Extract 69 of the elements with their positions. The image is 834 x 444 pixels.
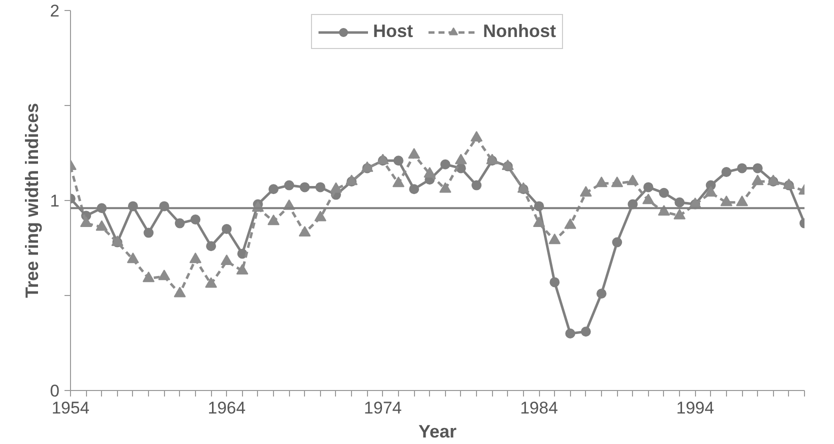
point [144, 228, 154, 238]
point [674, 208, 686, 220]
point [392, 176, 404, 188]
x-tick-label: 1964 [208, 398, 246, 418]
point [314, 210, 326, 222]
x-tick-label: 1974 [364, 398, 402, 418]
point [408, 148, 420, 159]
point [595, 176, 608, 188]
y-axis-title: Tree ring width indices [22, 102, 42, 298]
x-tick-label: 1994 [676, 398, 714, 418]
point [409, 184, 420, 194]
point [206, 241, 216, 252]
point [440, 159, 450, 170]
point [236, 264, 248, 274]
point [596, 288, 606, 299]
point [564, 218, 576, 229]
point [643, 182, 654, 192]
y-tick-label: 2 [50, 2, 60, 20]
x-tick-label: 1984 [520, 398, 558, 418]
point [284, 180, 294, 190]
point [174, 286, 186, 298]
point [550, 277, 560, 288]
point [533, 216, 546, 227]
point [752, 174, 764, 186]
point [393, 156, 404, 166]
point [721, 167, 732, 177]
point [189, 252, 202, 264]
point [222, 224, 232, 234]
point [205, 277, 218, 288]
point [174, 218, 185, 228]
legend-label: Host [373, 21, 414, 42]
x-axis-title: Year [418, 422, 457, 442]
legend-label: Nonhost [483, 21, 556, 42]
y-tick-label: 0 [50, 382, 60, 400]
point [190, 214, 200, 224]
point [565, 328, 576, 338]
point [736, 196, 748, 206]
point [330, 182, 342, 193]
point [300, 182, 310, 192]
point [674, 197, 685, 208]
point [268, 214, 280, 226]
point [580, 326, 591, 337]
point [626, 174, 639, 186]
point [126, 252, 139, 264]
point [612, 237, 622, 248]
point [268, 184, 279, 194]
point [611, 176, 624, 188]
point [96, 220, 108, 231]
point [142, 272, 155, 282]
point [720, 196, 732, 206]
x-tick-label: 1954 [52, 398, 90, 418]
point [470, 130, 483, 142]
point [658, 188, 669, 198]
point [315, 182, 326, 192]
point [80, 216, 92, 227]
point [580, 186, 592, 197]
point [220, 254, 233, 265]
point [424, 167, 436, 178]
point [642, 194, 654, 204]
point [158, 270, 170, 280]
point [752, 163, 763, 174]
point [472, 180, 482, 190]
point [737, 163, 748, 174]
y-tick-label: 1 [50, 192, 60, 210]
point [704, 186, 717, 197]
point [298, 226, 311, 236]
point [439, 182, 452, 193]
point [454, 154, 467, 164]
point [548, 234, 561, 244]
